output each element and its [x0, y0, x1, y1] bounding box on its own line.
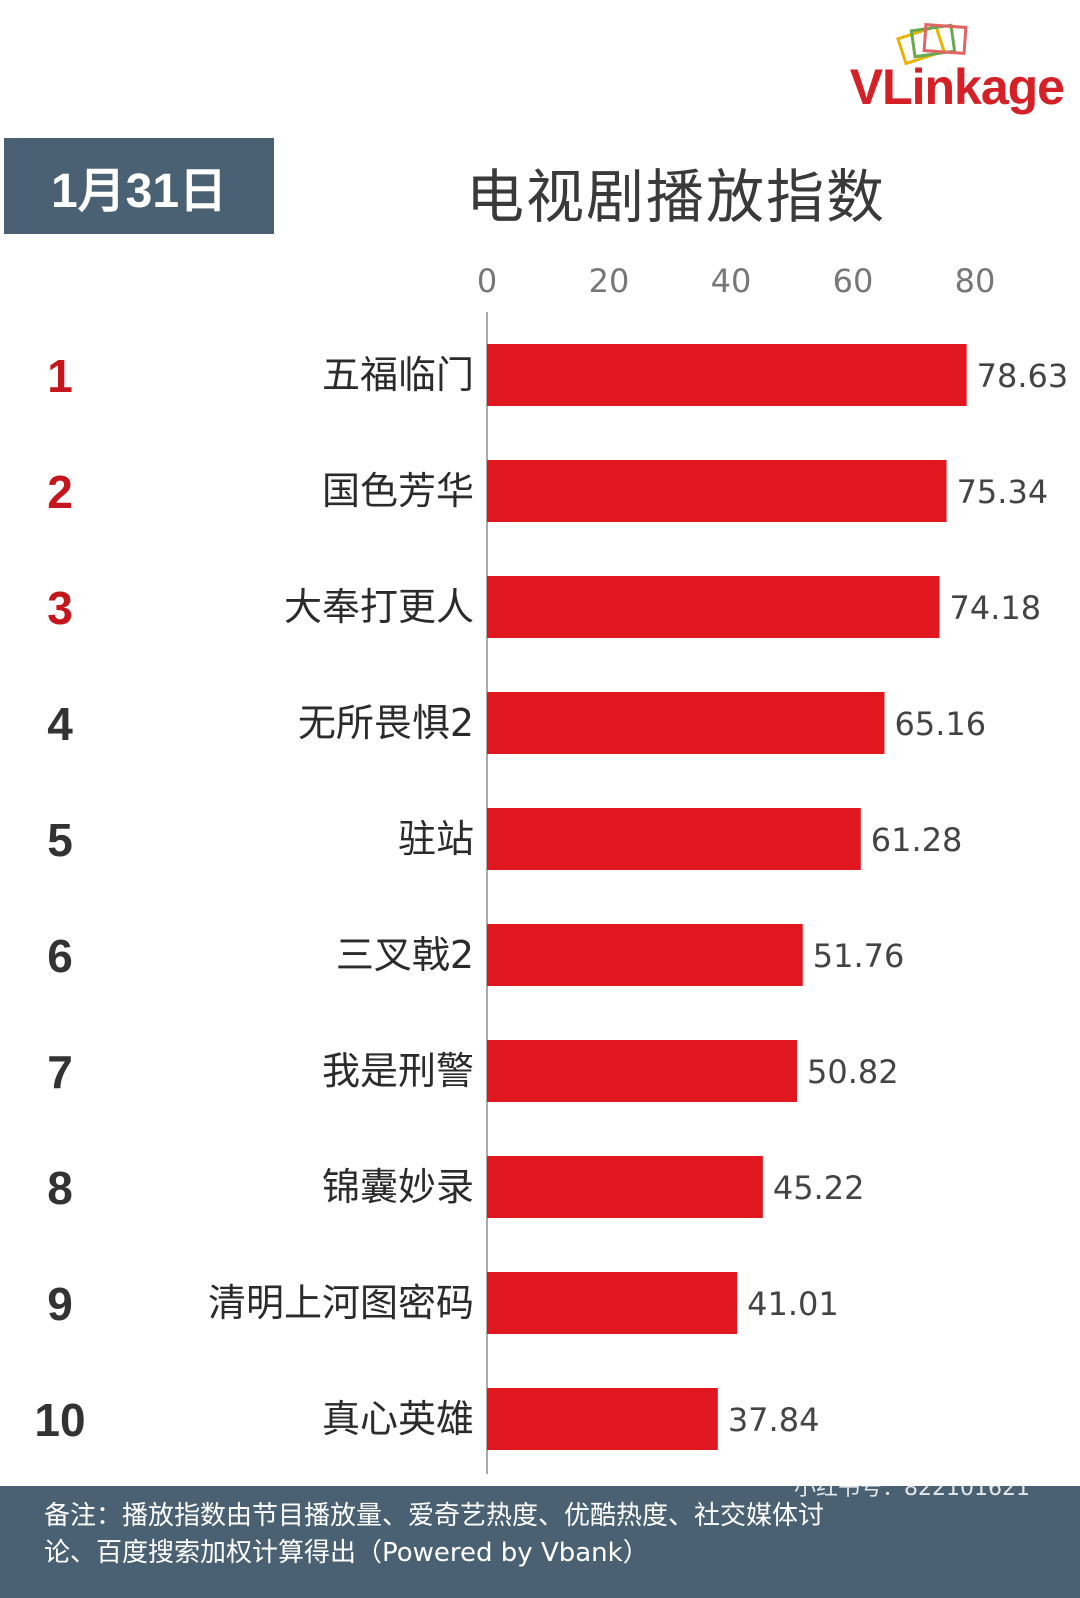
- x-tick-label: 80: [955, 262, 996, 300]
- rank-number: 1: [47, 350, 73, 402]
- category-label: 国色芳华: [322, 469, 474, 513]
- rank-number: 9: [47, 1278, 73, 1330]
- category-label: 真心英雄: [322, 1397, 474, 1441]
- rank-number: 10: [34, 1394, 85, 1446]
- category-label: 清明上河图密码: [208, 1281, 474, 1325]
- bar: [487, 924, 803, 986]
- bar-value-label: 41.01: [747, 1285, 839, 1323]
- rank-number: 6: [47, 930, 73, 982]
- x-tick-label: 40: [711, 262, 752, 300]
- bar: [487, 576, 940, 638]
- bar-chart: 0 20 40 60 80 78.63 五福临门 1 75.34 国色芳华 2 74.18 大奉打更人 3…: [34, 262, 1069, 1474]
- vlinkage-logo: VLinkage: [849, 59, 1065, 115]
- watermark: 小红书号：822101621: [794, 1476, 1030, 1501]
- rank-number: 8: [47, 1162, 73, 1214]
- bar-value-label: 78.63: [977, 357, 1069, 395]
- bar: [487, 1040, 798, 1102]
- footer-note: 备注：播放指数由节目播放量、爱奇艺热度、优酷热度、社交媒体讨 论、百度搜索加权计…: [0, 1486, 1080, 1598]
- category-label: 驻站: [398, 817, 474, 861]
- rank-number: 2: [47, 466, 73, 518]
- x-tick-label: 0: [477, 262, 497, 300]
- category-label: 大奉打更人: [284, 585, 474, 629]
- category-label: 五福临门: [322, 353, 474, 397]
- bar-value-label: 65.16: [894, 705, 986, 743]
- category-label: 三叉戟2: [336, 933, 474, 977]
- bar: [487, 1388, 718, 1450]
- bar-value-label: 75.34: [957, 473, 1049, 511]
- footer-note-line1: 备注：播放指数由节目播放量、爱奇艺热度、优酷热度、社交媒体讨: [44, 1501, 825, 1531]
- bar: [487, 1156, 763, 1218]
- rank-number: 7: [47, 1046, 73, 1098]
- bar: [487, 344, 967, 406]
- footer-note-line2: 论、百度搜索加权计算得出（Powered by Vbank）: [44, 1538, 649, 1568]
- category-label: 我是刑警: [322, 1049, 474, 1093]
- date-label: 1月31日: [4, 138, 274, 234]
- logo-mark-icon: [896, 23, 968, 66]
- bar: [487, 808, 861, 870]
- bar-value-label: 61.28: [871, 821, 963, 859]
- chart-title: 电视剧播放指数: [466, 163, 887, 231]
- category-label: 锦囊妙录: [322, 1165, 474, 1209]
- bar-value-label: 45.22: [773, 1169, 865, 1207]
- bar-value-label: 37.84: [728, 1401, 820, 1439]
- rank-number: 4: [47, 698, 73, 750]
- bar-value-label: 74.18: [949, 589, 1041, 627]
- rank-number: 5: [47, 814, 73, 866]
- bar-value-label: 50.82: [807, 1053, 899, 1091]
- bar-value-label: 51.76: [813, 937, 905, 975]
- x-tick-label: 60: [833, 262, 874, 300]
- x-tick-label: 20: [589, 262, 630, 300]
- bar: [487, 692, 885, 754]
- category-label: 无所畏惧2: [298, 701, 474, 745]
- bar: [487, 1272, 738, 1334]
- rank-number: 3: [47, 582, 73, 634]
- bar: [487, 460, 947, 522]
